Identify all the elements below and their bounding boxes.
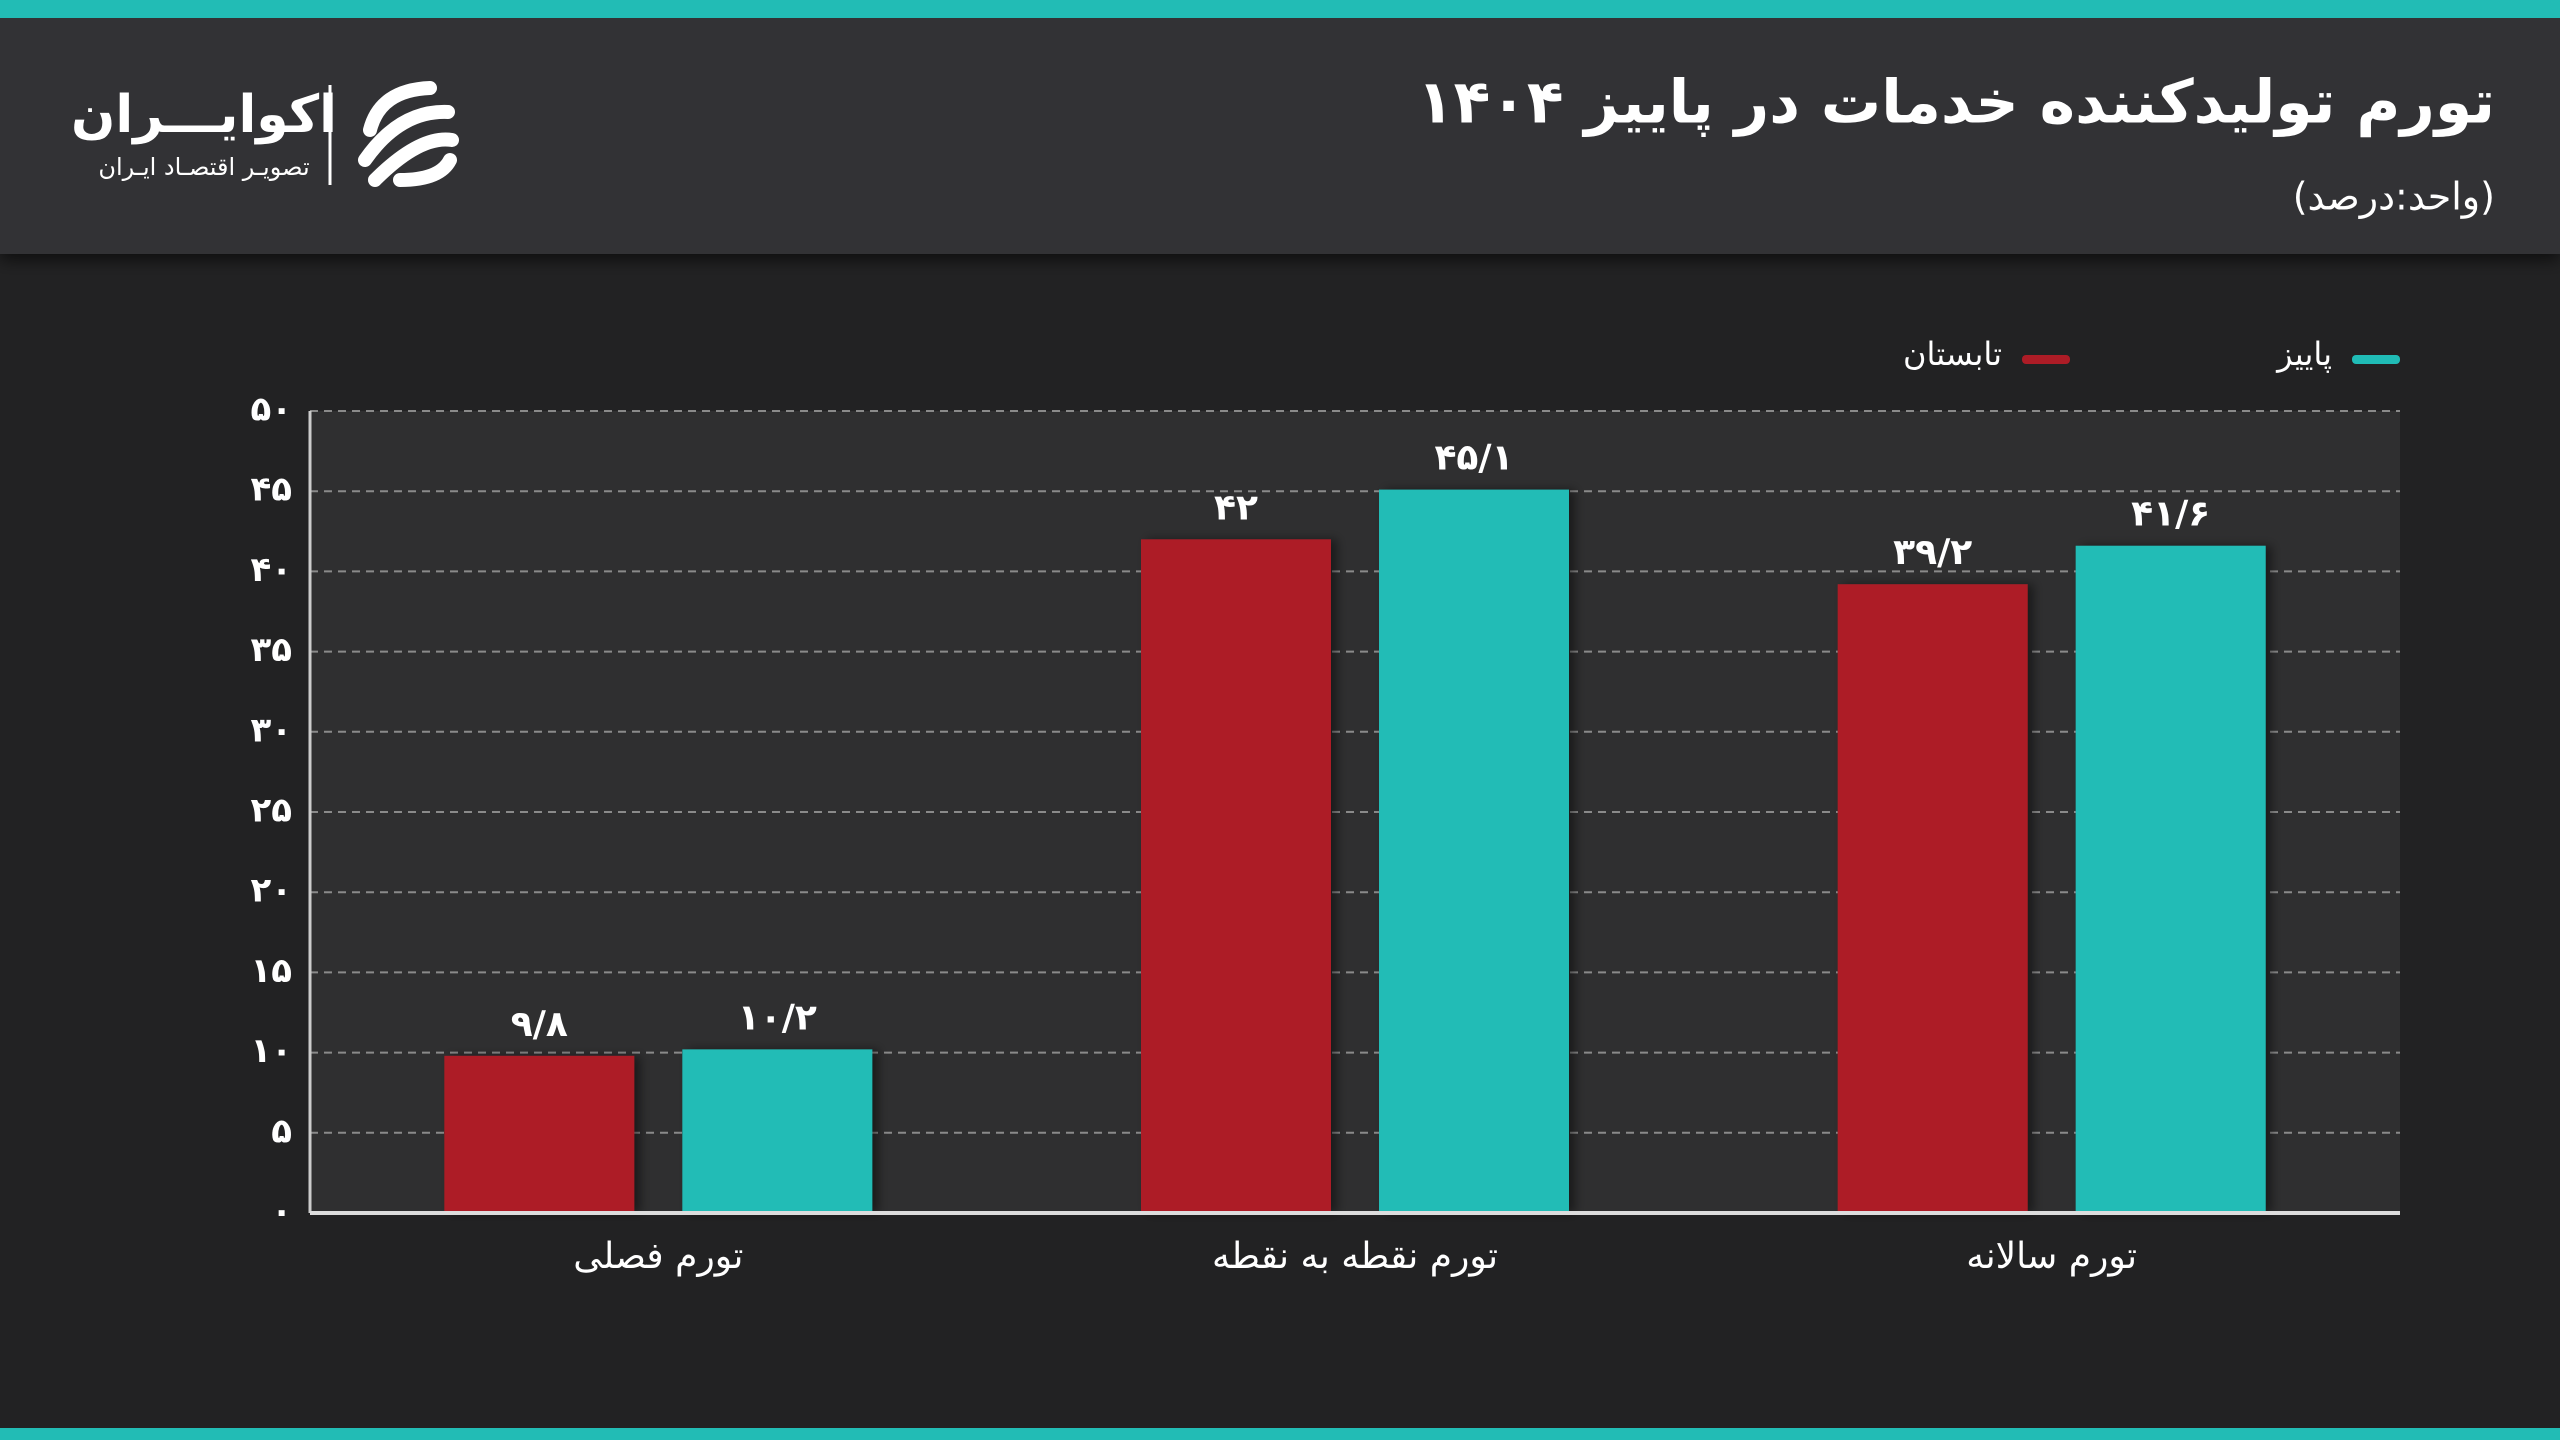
y-tick-label: ۳۵ xyxy=(250,630,292,670)
legend-label: پاییز xyxy=(2275,335,2332,373)
y-tick-label: ۵۰ xyxy=(250,390,292,430)
value-label: ۳۹/۲ xyxy=(1893,532,1972,573)
value-label: ۱۰/۲ xyxy=(738,997,817,1038)
y-tick-label: ۵ xyxy=(271,1111,292,1151)
legend-label: تابستان xyxy=(1903,335,2002,373)
x-tick-label: تورم سالانه xyxy=(1966,1236,2137,1277)
y-tick-label: ۱۰ xyxy=(250,1031,292,1071)
bottom-stripe xyxy=(0,1428,2560,1440)
y-tick-label: ۴۵ xyxy=(250,470,292,510)
chart: ۰ ۵ ۱۰ ۱۵ ۲۰ ۲۵ ۳۰ ۳۵ ۴۰ ۴۵ ۵۰ تورم فصلی ۹/۸ ۱۰/۲ تورم… xyxy=(250,335,2400,1277)
value-label: ۹/۸ xyxy=(511,1004,568,1045)
value-label: ۴۱/۶ xyxy=(2131,494,2210,535)
legend-swatch xyxy=(2352,355,2400,364)
brand-tagline: تصویـر اقتصـاد ایـران xyxy=(98,153,309,181)
value-label: ۴۲ xyxy=(1214,487,1258,528)
y-tick-label: ۳۰ xyxy=(250,710,292,750)
brand-name: اکوایـــران xyxy=(71,85,337,145)
x-tick-label: تورم فصلی xyxy=(573,1236,743,1277)
chart-title: تورم تولیدکننده خدمات در پاییز ۱۴۰۴ xyxy=(1417,68,2495,138)
bar xyxy=(2075,545,2266,1213)
y-tick-label: ۲۰ xyxy=(250,871,292,911)
header xyxy=(0,0,2560,254)
bar xyxy=(682,1049,873,1213)
bar xyxy=(1141,539,1331,1213)
bar xyxy=(1837,584,2028,1213)
logo: اکوایـــران تصویـر اقتصـاد ایـران xyxy=(71,81,459,187)
chart-subtitle: (واحد:درصد) xyxy=(2293,175,2495,220)
logo-icon xyxy=(358,81,459,187)
y-tick-label: ۰ xyxy=(271,1192,292,1232)
y-tick-label: ۲۵ xyxy=(250,791,292,831)
legend-swatch xyxy=(2022,355,2070,364)
bar xyxy=(1379,489,1569,1213)
bar xyxy=(444,1055,635,1213)
y-tick-label: ۱۵ xyxy=(250,951,292,991)
value-label: ۴۵/۱ xyxy=(1434,438,1513,479)
top-stripe xyxy=(0,0,2560,18)
y-tick-label: ۴۰ xyxy=(250,550,292,590)
x-tick-label: تورم نقطه به نقطه xyxy=(1212,1236,1498,1277)
